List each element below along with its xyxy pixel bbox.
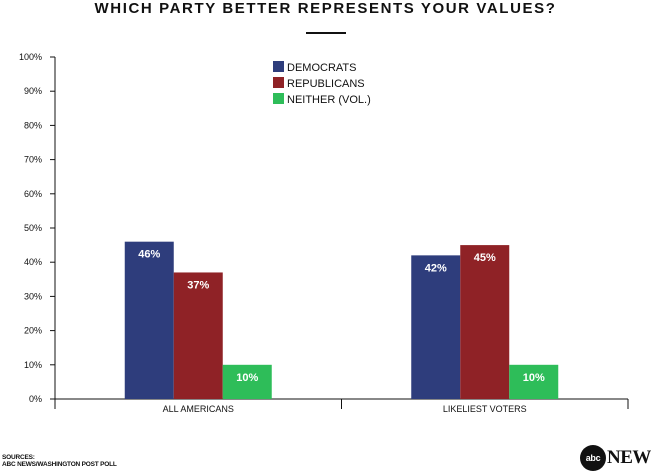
legend-swatch — [273, 93, 284, 104]
legend-swatch — [273, 77, 284, 88]
bar-data-label: 37% — [187, 279, 209, 291]
y-tick-label: 10% — [24, 360, 42, 370]
bar — [124, 241, 174, 399]
bar — [411, 255, 461, 399]
y-tick-label: 90% — [24, 86, 42, 96]
bar — [509, 364, 559, 399]
sources-text: ABC NEWS/WASHINGTON POST POLL — [2, 461, 117, 468]
title-underline — [306, 32, 346, 34]
legend-swatch — [273, 61, 284, 72]
bar-data-label: 45% — [474, 252, 496, 264]
chart-title: WHICH PARTY BETTER REPRESENTS YOUR VALUE… — [94, 0, 557, 17]
legend-label: DEMOCRATS — [287, 62, 356, 74]
y-tick-label: 20% — [24, 326, 42, 336]
bar-data-label: 46% — [138, 249, 160, 261]
legend-label: NEITHER (VOL.) — [287, 94, 371, 106]
bar — [460, 245, 510, 399]
sources-note: SOURCES: ABC NEWS/WASHINGTON POST POLL — [2, 454, 117, 468]
y-tick-label: 40% — [24, 257, 42, 267]
bar-data-label: 10% — [523, 372, 545, 384]
y-tick-label: 50% — [24, 223, 42, 233]
bar — [173, 272, 223, 399]
abc-news-logo: abc NEWS — [580, 445, 651, 471]
x-category-label: LIKELIEST VOTERS — [443, 404, 527, 414]
legend-label: REPUBLICANS — [287, 78, 365, 90]
y-tick-label: 100% — [19, 52, 42, 62]
news-logo-word: NEWS — [607, 447, 651, 468]
y-tick-label: 80% — [24, 120, 42, 130]
y-tick-label: 0% — [29, 394, 42, 404]
y-tick-label: 70% — [24, 155, 42, 165]
sources-heading: SOURCES: — [2, 454, 35, 461]
x-category-label: ALL AMERICANS — [163, 404, 234, 414]
y-tick-label: 60% — [24, 189, 42, 199]
bar-data-label: 42% — [425, 262, 447, 274]
y-tick-label: 30% — [24, 291, 42, 301]
abc-logo-circle: abc — [580, 445, 606, 471]
bar-data-label: 10% — [236, 372, 258, 384]
bar — [222, 364, 272, 399]
